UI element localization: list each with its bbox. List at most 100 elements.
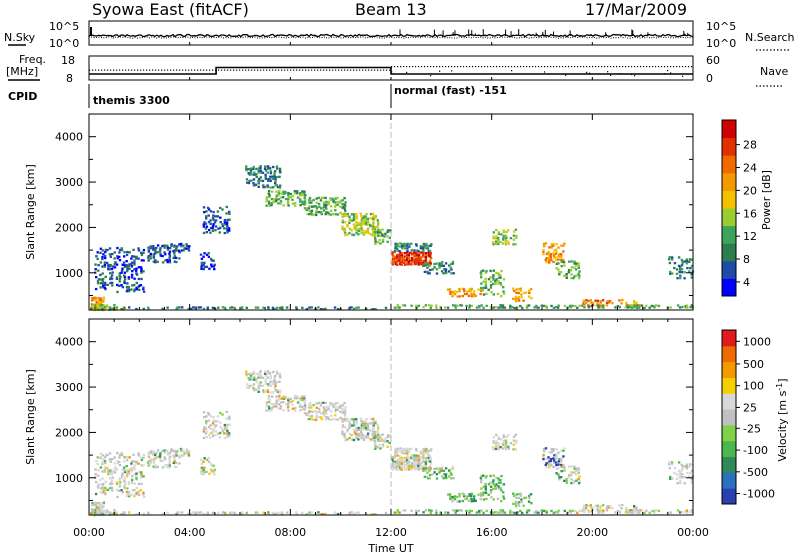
velocity-cell [211, 511, 215, 514]
velocity-cell [344, 406, 347, 409]
nave-dot [505, 66, 507, 68]
power-cell [418, 251, 421, 254]
velocity-cell [552, 449, 555, 452]
nave-dot [532, 66, 534, 68]
velocity-cell [225, 410, 228, 414]
power-cell [166, 244, 169, 247]
power-cell [147, 259, 150, 262]
velocity-cell [520, 501, 523, 504]
velocity-cell [611, 507, 614, 510]
power-cell [329, 213, 332, 216]
power-cell [668, 258, 671, 261]
velocity-cell [374, 438, 377, 441]
color-scale-swatch [722, 172, 736, 191]
power-cell [492, 243, 495, 246]
power-cell [118, 280, 121, 283]
velocity-cell [137, 490, 140, 494]
nave-dot [568, 66, 570, 68]
power-cell [285, 306, 289, 309]
velocity-cell [212, 464, 215, 467]
velocity-cell [440, 469, 443, 472]
velocity-cell [248, 384, 251, 388]
power-cell [116, 246, 119, 250]
velocity-cell [558, 476, 561, 479]
power-cell [400, 260, 403, 264]
power-cell [374, 215, 377, 218]
power-cell [565, 276, 568, 279]
velocity-cell [419, 450, 422, 453]
velocity-cell [512, 448, 515, 451]
velocity-cell [584, 506, 588, 510]
velocity-cell [461, 492, 464, 495]
velocity-cell [108, 452, 112, 455]
velocity-cell [363, 420, 366, 423]
power-cell [133, 290, 136, 293]
power-cell [106, 248, 109, 252]
nave-dot [104, 69, 106, 71]
power-cell [152, 260, 155, 263]
velocity-cell [573, 465, 576, 468]
velocity-cell [515, 496, 518, 499]
power-cell [218, 231, 221, 234]
velocity-cell [133, 488, 136, 492]
power-cell [259, 179, 262, 182]
velocity-cell [352, 420, 356, 423]
velocity-cell [178, 448, 181, 451]
power-cell [400, 257, 403, 260]
velocity-cell [517, 496, 520, 500]
velocity-cell [202, 473, 205, 476]
velocity-cell [339, 416, 342, 419]
velocity-cell [669, 477, 672, 480]
power-cell [212, 223, 215, 226]
velocity-cell [549, 459, 552, 462]
power-cell [321, 308, 324, 311]
power-cell [319, 211, 323, 214]
velocity-cell [126, 487, 129, 490]
power-cell [274, 200, 278, 203]
power-cell [343, 230, 346, 233]
power-cell [324, 205, 327, 208]
power-cell [224, 223, 227, 226]
power-cell [98, 301, 101, 304]
velocity-cell [677, 469, 681, 473]
nave-dot [377, 69, 379, 71]
power-cell [168, 254, 172, 257]
power-cell [558, 253, 561, 256]
velocity-cell [360, 422, 364, 425]
nave-dot [397, 66, 399, 68]
power-cell [489, 276, 492, 279]
power-cell [91, 306, 95, 309]
velocity-cell [547, 458, 551, 461]
velocity-cell [535, 509, 538, 513]
power-cell [407, 255, 411, 258]
power-cell [517, 299, 521, 302]
velocity-cell [142, 491, 145, 494]
velocity-cell [408, 456, 411, 460]
power-cell [396, 304, 399, 307]
velocity-cell [135, 486, 138, 490]
power-cell [199, 253, 203, 256]
power-cell [101, 282, 105, 285]
nave-dot [514, 66, 516, 68]
velocity-cell [226, 434, 229, 437]
power-cell [543, 245, 546, 248]
velocity-cell [96, 462, 99, 466]
power-cell [635, 301, 638, 304]
velocity-cell [560, 461, 563, 464]
velocity-cell [374, 422, 377, 425]
power-cell [424, 259, 427, 262]
velocity-cell [401, 456, 404, 460]
velocity-cell [451, 500, 454, 503]
power-cell [272, 198, 276, 201]
power-cell [149, 257, 152, 260]
color-scale-tick-label: 16 [743, 207, 757, 220]
velocity-cell [279, 376, 282, 379]
velocity-cell [415, 448, 418, 451]
power-cell [570, 266, 573, 269]
velocity-cell [507, 445, 510, 448]
power-cell [587, 304, 590, 307]
power-cell [366, 227, 370, 230]
power-cell [270, 197, 274, 201]
x-axis: 00:00 04:00 08:00 12:00 16:00 20:00 00:00 [73, 42, 709, 539]
nave-dot [176, 69, 178, 71]
